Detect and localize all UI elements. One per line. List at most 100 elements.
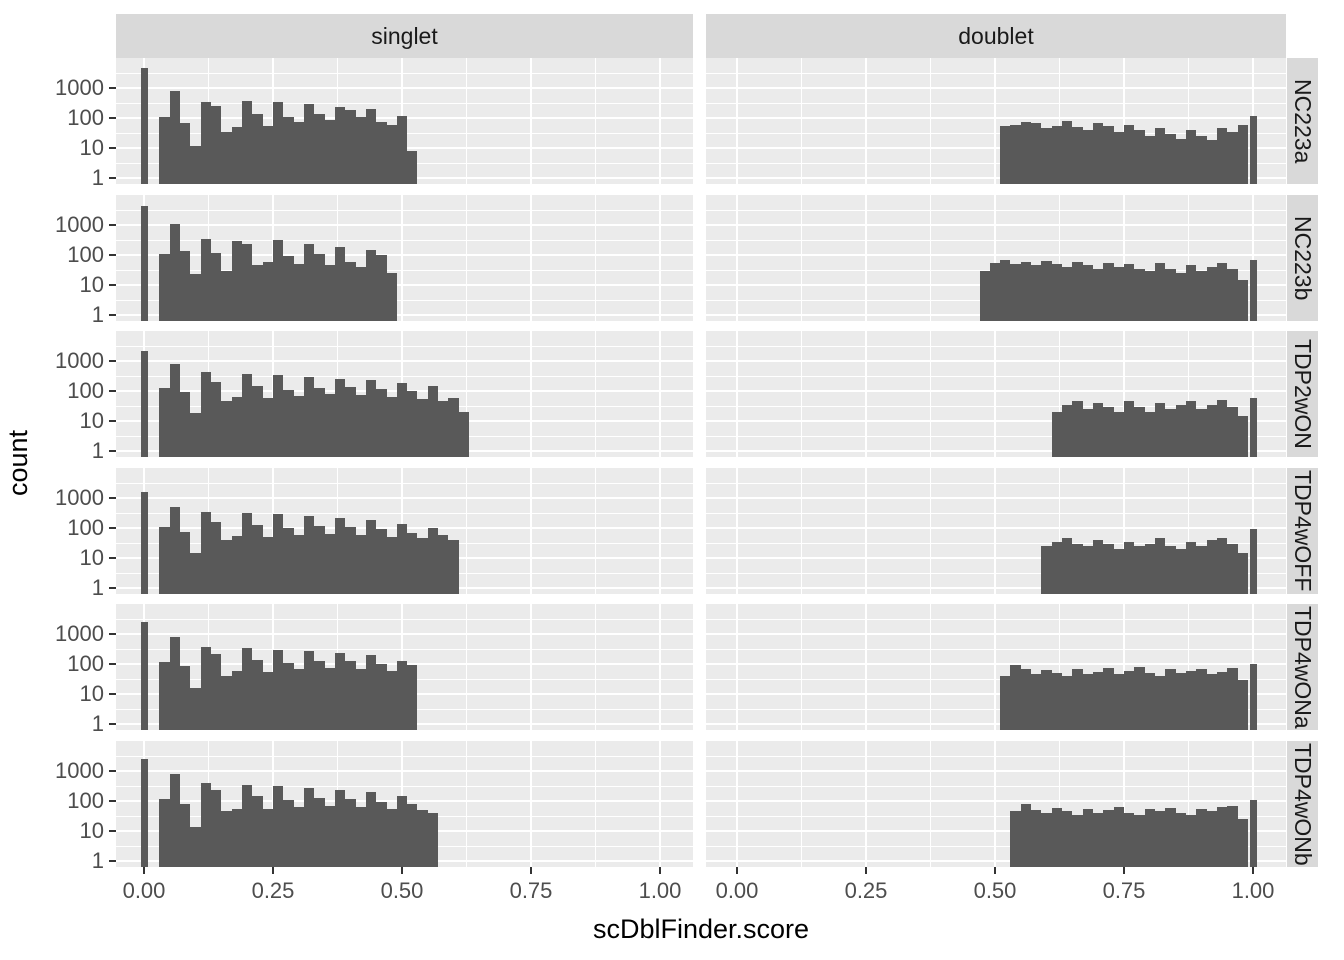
histogram-bar <box>1206 404 1217 457</box>
x-tick-label: 0.75 <box>1102 878 1146 903</box>
histogram-spike-bar <box>1249 529 1257 594</box>
minor-gridline <box>706 163 1286 164</box>
histogram-bar <box>1175 812 1186 867</box>
histogram-bar <box>1165 668 1176 730</box>
y-tick-label: 1000 <box>55 75 104 100</box>
x-axis-title: scDblFinder.score <box>592 914 810 944</box>
y-tick-label: 10 <box>79 272 104 297</box>
y-tick-label: 1 <box>91 302 104 327</box>
y-tick-label: 100 <box>67 651 104 676</box>
histogram-bar <box>334 246 346 321</box>
histogram-bar <box>221 401 232 457</box>
y-tick-label: 100 <box>67 242 104 267</box>
histogram-bar <box>1144 808 1155 867</box>
histogram-bar <box>1072 543 1083 594</box>
histogram-bar <box>1216 538 1228 594</box>
minor-gridline <box>116 786 693 787</box>
minor-gridline <box>116 376 693 377</box>
major-gridline <box>706 147 1286 149</box>
minor-gridline <box>801 331 802 457</box>
histogram-bar <box>200 646 212 730</box>
histogram-bar <box>1062 538 1073 594</box>
histogram-bar <box>252 265 263 321</box>
histogram-bar <box>1144 543 1155 594</box>
histogram-spike-bar <box>1249 799 1257 867</box>
histogram-bar <box>190 413 201 457</box>
histogram-bar <box>283 389 294 457</box>
y-tick-label: 1000 <box>55 212 104 237</box>
histogram-bar <box>1020 261 1032 321</box>
histogram-bar <box>386 670 397 730</box>
y-tick-label: 10 <box>79 135 104 160</box>
y-tick-label: 100 <box>67 378 104 403</box>
histogram-bar <box>1031 674 1042 730</box>
histogram-bar <box>242 648 253 730</box>
histogram-bar <box>345 261 356 321</box>
histogram-bar <box>345 660 356 730</box>
y-axis-tick <box>109 663 116 665</box>
histogram-bar <box>1144 411 1155 457</box>
y-axis-tick <box>109 557 116 559</box>
histogram-bar <box>1031 810 1042 867</box>
major-gridline <box>116 314 693 316</box>
histogram-spike-bar <box>140 492 148 594</box>
histogram-spike-bar <box>140 622 148 730</box>
histogram-bar <box>355 806 366 867</box>
x-axis-tick <box>994 867 996 874</box>
minor-gridline <box>116 513 693 514</box>
minor-gridline <box>706 73 1286 74</box>
histogram-bar <box>355 117 366 184</box>
minor-gridline <box>706 786 1286 787</box>
major-gridline <box>706 693 1286 695</box>
histogram-bar <box>334 789 346 867</box>
histogram-bar <box>1051 264 1063 321</box>
histogram-bar <box>417 398 428 457</box>
major-gridline <box>706 800 1286 802</box>
major-gridline <box>1252 195 1254 321</box>
histogram-bar <box>1103 406 1114 457</box>
histogram-bar <box>1051 673 1063 730</box>
major-gridline <box>116 87 693 89</box>
histogram-bar <box>1041 812 1052 867</box>
x-axis-tick <box>143 867 145 874</box>
minor-gridline <box>116 73 693 74</box>
minor-gridline <box>930 58 931 184</box>
panel-doublet-TDP4wOFF <box>706 468 1286 594</box>
histogram-bar <box>1093 402 1104 457</box>
histogram-bar <box>1216 128 1228 184</box>
histogram-bar <box>1051 807 1063 867</box>
histogram-bar <box>200 102 212 184</box>
histogram-bar <box>180 250 191 321</box>
histogram-bar <box>1124 264 1135 321</box>
histogram-bar <box>1206 539 1217 594</box>
histogram-bar <box>1144 673 1155 730</box>
histogram-bar <box>345 386 356 457</box>
histogram-bar <box>1154 538 1166 594</box>
histogram-bar <box>211 381 222 457</box>
histogram-spike-bar <box>140 205 148 321</box>
histogram-bar <box>293 534 304 594</box>
histogram-bar <box>231 127 243 184</box>
major-gridline <box>706 527 1286 529</box>
histogram-bar <box>1134 666 1145 730</box>
x-tick-label: 1.00 <box>638 878 682 903</box>
histogram-bar <box>448 397 459 457</box>
major-gridline <box>865 331 867 457</box>
histogram-bar <box>1227 543 1238 594</box>
histogram-bar <box>1093 812 1104 867</box>
histogram-bar <box>293 806 304 867</box>
histogram-bar <box>427 385 439 457</box>
histogram-bar <box>211 653 222 730</box>
major-gridline <box>1123 604 1125 730</box>
major-gridline <box>116 497 693 499</box>
x-tick-label: 0.75 <box>509 878 553 903</box>
x-tick-label: 0.25 <box>251 878 295 903</box>
minor-gridline <box>801 58 802 184</box>
minor-gridline <box>706 709 1286 710</box>
major-gridline <box>736 468 738 594</box>
histogram-bar <box>355 668 366 730</box>
histogram-bar <box>1165 268 1176 321</box>
major-gridline <box>865 741 867 867</box>
histogram-bar <box>365 249 377 321</box>
minor-gridline <box>706 436 1286 437</box>
